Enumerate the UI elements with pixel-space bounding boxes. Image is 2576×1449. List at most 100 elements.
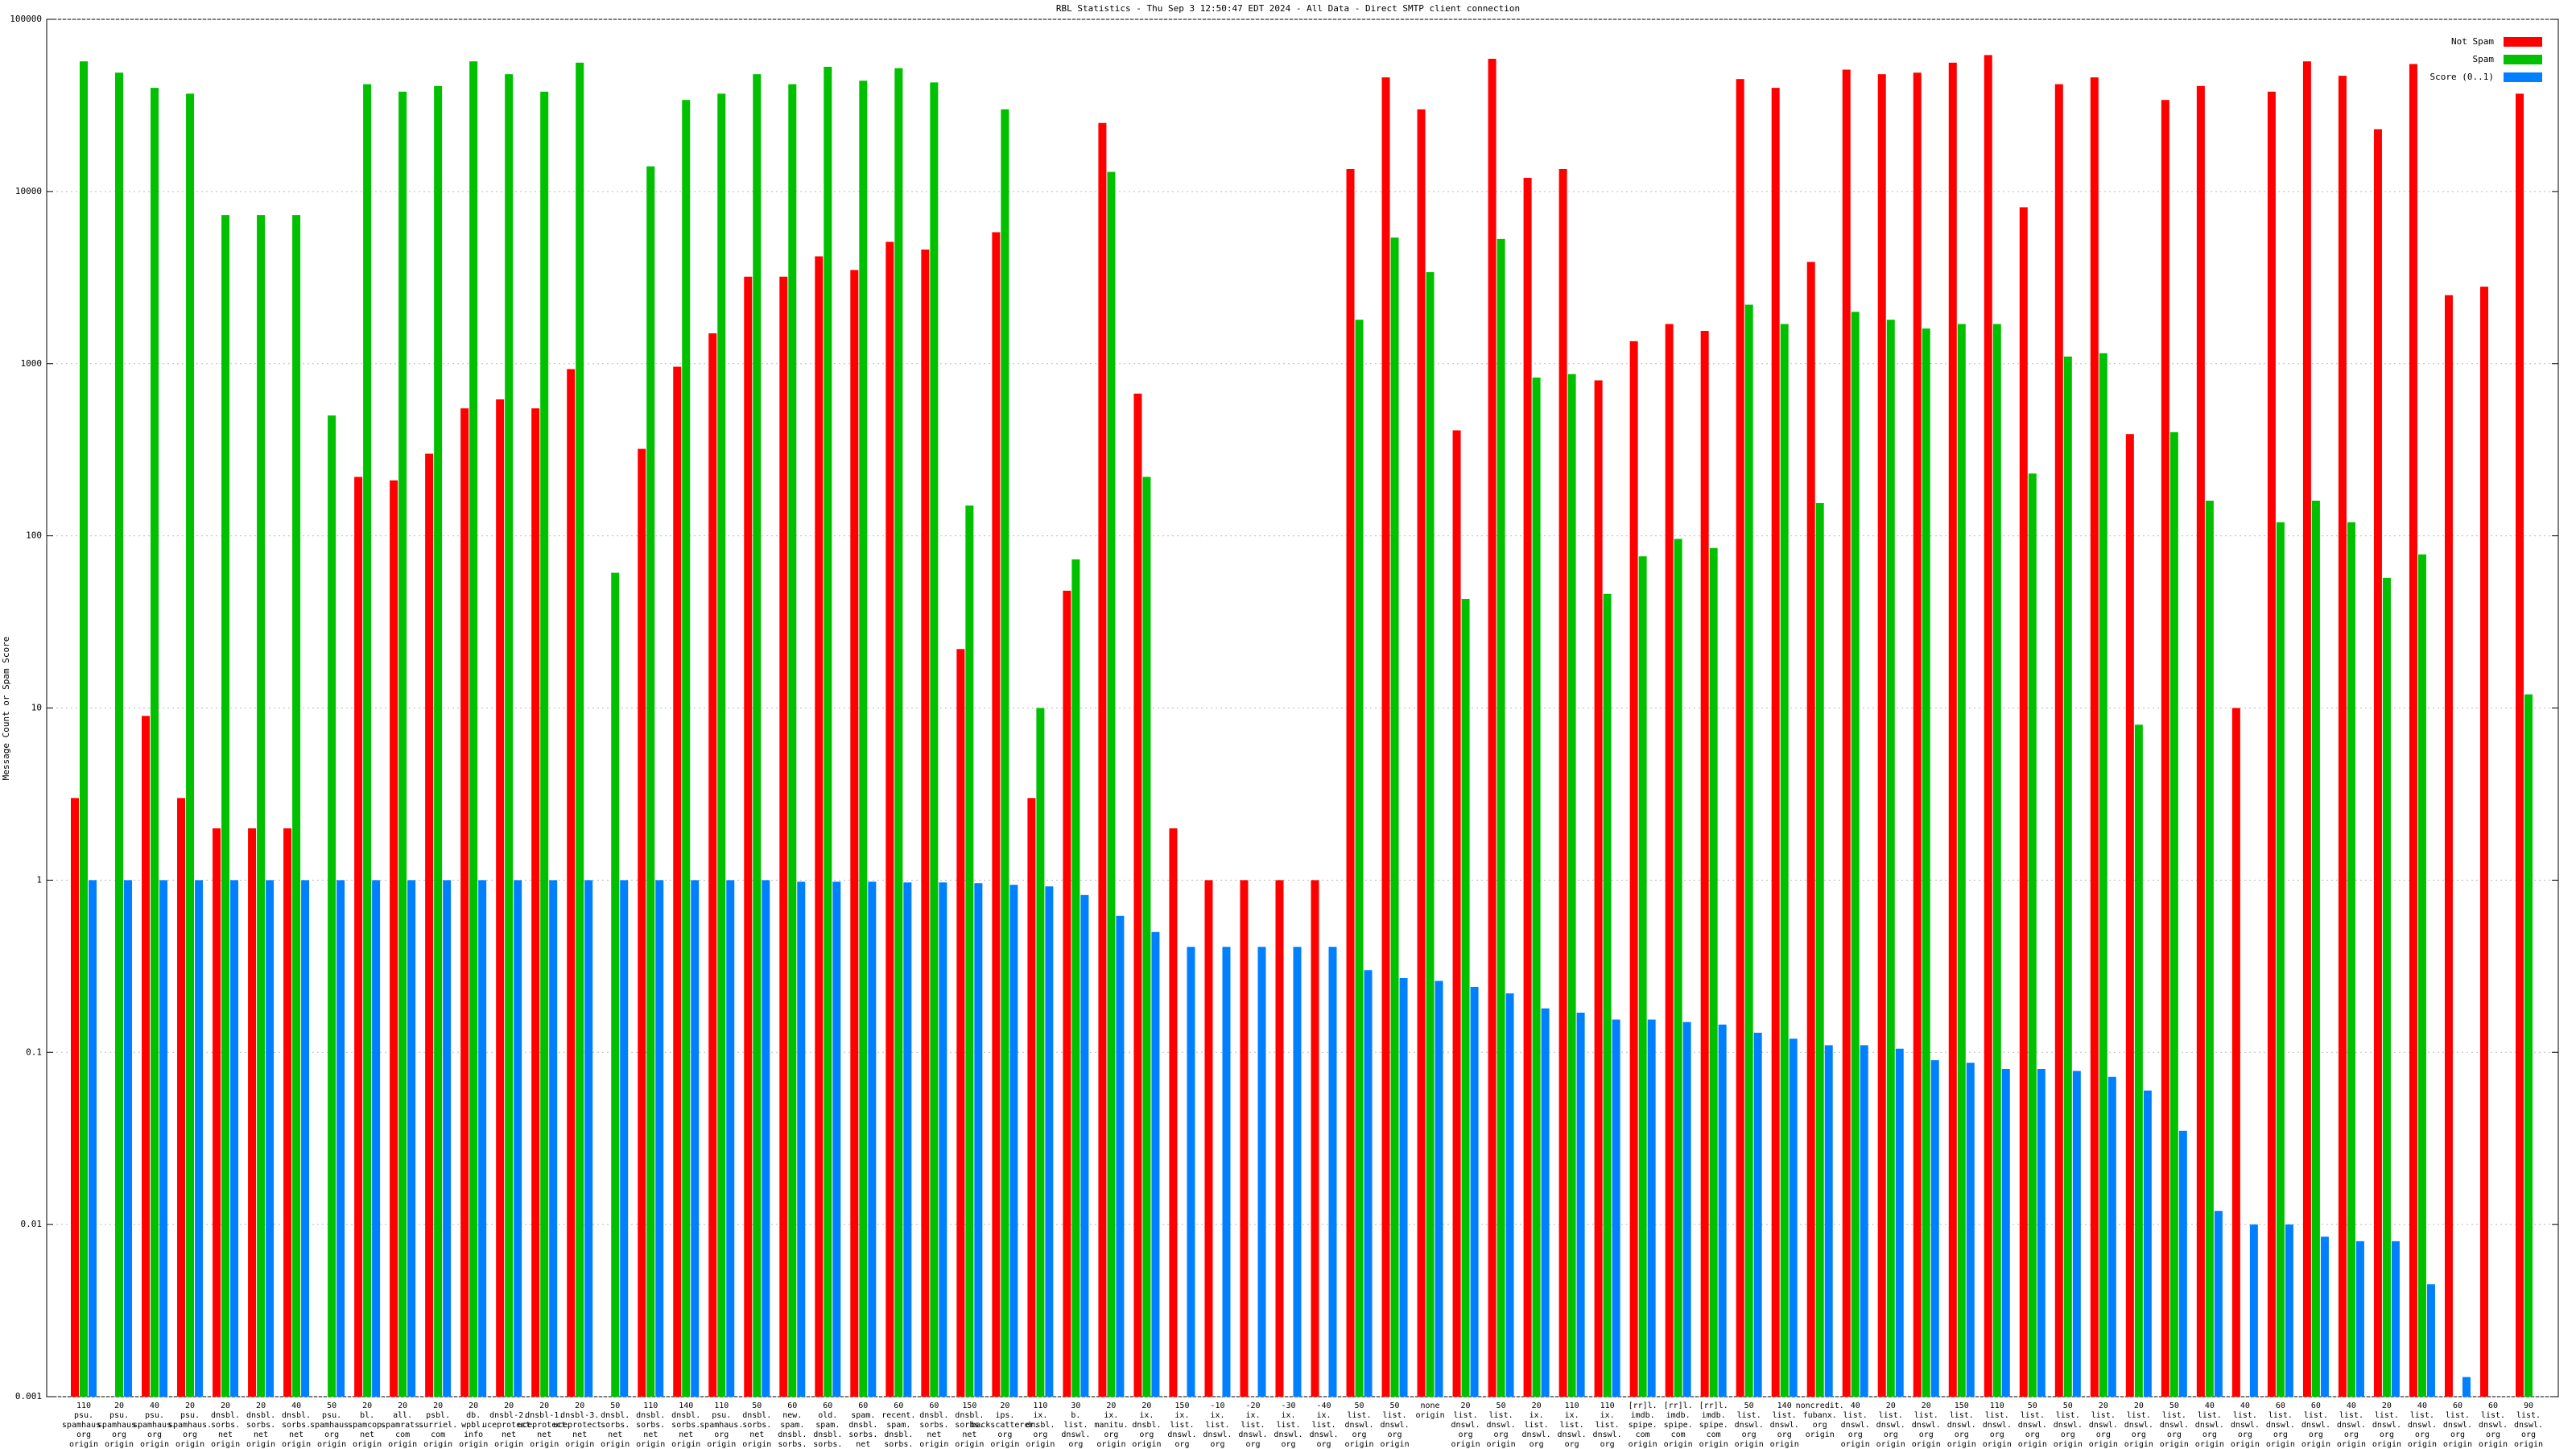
x-tick-label: all. [393, 1411, 412, 1420]
x-tick-label: dnswl. [1841, 1421, 1870, 1430]
x-tick-label: org [2025, 1430, 2040, 1439]
x-tick-label: 20 [256, 1402, 266, 1410]
x-tick-label: uceprotect. [518, 1421, 571, 1430]
x-tick-label: org [1813, 1421, 1827, 1430]
x-tick-label: org [2486, 1430, 2500, 1439]
bar [868, 881, 877, 1397]
x-tick-label: origin [105, 1440, 134, 1449]
y-tick-label: 100000 [10, 14, 42, 24]
x-tick-label: bl. [360, 1411, 374, 1420]
bar [1966, 1063, 1975, 1397]
bar [691, 880, 700, 1397]
bar [213, 828, 221, 1397]
bar [1612, 1019, 1620, 1397]
x-tick-label: spipe. [1699, 1421, 1728, 1430]
x-tick-label: 60 [2488, 1402, 2498, 1410]
bar [390, 480, 398, 1397]
x-tick-label: list. [1063, 1421, 1088, 1430]
x-tick-label: org [1174, 1440, 1189, 1449]
bar [328, 415, 336, 1397]
x-tick-label: 60 [2453, 1402, 2462, 1410]
x-tick-label: net [927, 1430, 941, 1439]
x-tick-label: new. [782, 1411, 802, 1420]
bar [1860, 1045, 1868, 1397]
x-tick-label: origin [2195, 1440, 2224, 1449]
x-tick-label: net [537, 1430, 551, 1439]
bar [1629, 341, 1638, 1397]
x-tick-label: list. [2056, 1411, 2080, 1420]
x-tick-label: org [2061, 1430, 2075, 1439]
x-tick-label: 60 [823, 1402, 832, 1410]
x-tick-label: org [997, 1430, 1012, 1439]
bar [1435, 980, 1443, 1397]
x-tick-label: org [112, 1430, 126, 1439]
x-tick-label: dnswl. [2018, 1421, 2047, 1430]
bar [682, 100, 691, 1397]
x-tick-label: org [1919, 1430, 1934, 1439]
bar [1948, 62, 1957, 1397]
x-tick-label: psu. [712, 1411, 731, 1420]
x-tick-label: org [2344, 1430, 2359, 1439]
x-tick-label: dnswl. [2266, 1421, 2295, 1430]
x-tick-label: org [2202, 1430, 2217, 1439]
x-tick-label: org [2167, 1430, 2182, 1439]
y-tick-label: 1 [36, 874, 42, 885]
bar [2391, 1241, 2400, 1397]
x-tick-label: net [218, 1430, 233, 1439]
x-tick-label: origin [1344, 1440, 1373, 1449]
x-tick-label: org [1281, 1440, 1295, 1449]
x-tick-label: list. [1914, 1411, 1938, 1420]
x-tick-label: ix. [1104, 1411, 1118, 1420]
x-tick-label: org [1955, 1430, 1969, 1439]
bar [257, 215, 266, 1397]
x-tick-label: origin [246, 1440, 275, 1449]
x-tick-label: ips. [995, 1411, 1014, 1420]
x-tick-label: psu. [322, 1411, 341, 1420]
bar [1452, 430, 1461, 1397]
bar [1638, 556, 1647, 1397]
x-tick-label: dnsbl. [813, 1430, 842, 1439]
x-tick-label: ix. [1033, 1411, 1047, 1420]
bar [2099, 353, 2107, 1397]
x-tick-label: dnswl. [1558, 1430, 1587, 1439]
bar [1240, 880, 1249, 1397]
x-tick-label: list. [2304, 1411, 2328, 1420]
x-tick-label: 20 [362, 1402, 372, 1410]
bar [2409, 64, 2417, 1397]
bar [496, 399, 505, 1397]
x-tick-label: psu. [145, 1411, 164, 1420]
x-tick-label: list. [2021, 1411, 2045, 1420]
x-tick-label: 20 [1886, 1402, 1896, 1410]
bar [726, 880, 735, 1397]
bar [1346, 168, 1355, 1397]
x-tick-label: 20 [114, 1402, 124, 1410]
bar [2214, 1211, 2223, 1397]
bar [2347, 522, 2355, 1397]
bar [1682, 1022, 1691, 1397]
x-tick-label: spamhaus. [700, 1421, 743, 1430]
bar [460, 408, 469, 1397]
x-tick-label: list. [1241, 1421, 1265, 1430]
bar [2320, 1236, 2329, 1397]
bar [2338, 76, 2347, 1397]
x-tick-label: org [2096, 1430, 2111, 1439]
bar [1718, 1024, 1727, 1397]
x-tick-label: list. [2268, 1411, 2293, 1420]
x-tick-label: ix. [1600, 1411, 1615, 1420]
bar [363, 84, 372, 1397]
x-tick-label: 150 [962, 1402, 976, 1410]
x-tick-label: origin [530, 1440, 559, 1449]
x-tick-label: origin [1664, 1440, 1693, 1449]
x-tick-label: org [1352, 1430, 1366, 1439]
x-tick-label: origin [423, 1440, 452, 1449]
x-tick-label: list. [1843, 1411, 1868, 1420]
x-tick-label: dnswl. [1593, 1430, 1622, 1439]
bar [266, 880, 275, 1397]
x-tick-label: 60 [2276, 1402, 2285, 1410]
x-tick-label: origin [1026, 1440, 1055, 1449]
x-tick-label: org [183, 1430, 197, 1439]
x-tick-label: sorbs. [246, 1421, 275, 1430]
bar [1771, 88, 1780, 1397]
x-tick-label: list. [2233, 1411, 2257, 1420]
bar [1045, 886, 1054, 1397]
